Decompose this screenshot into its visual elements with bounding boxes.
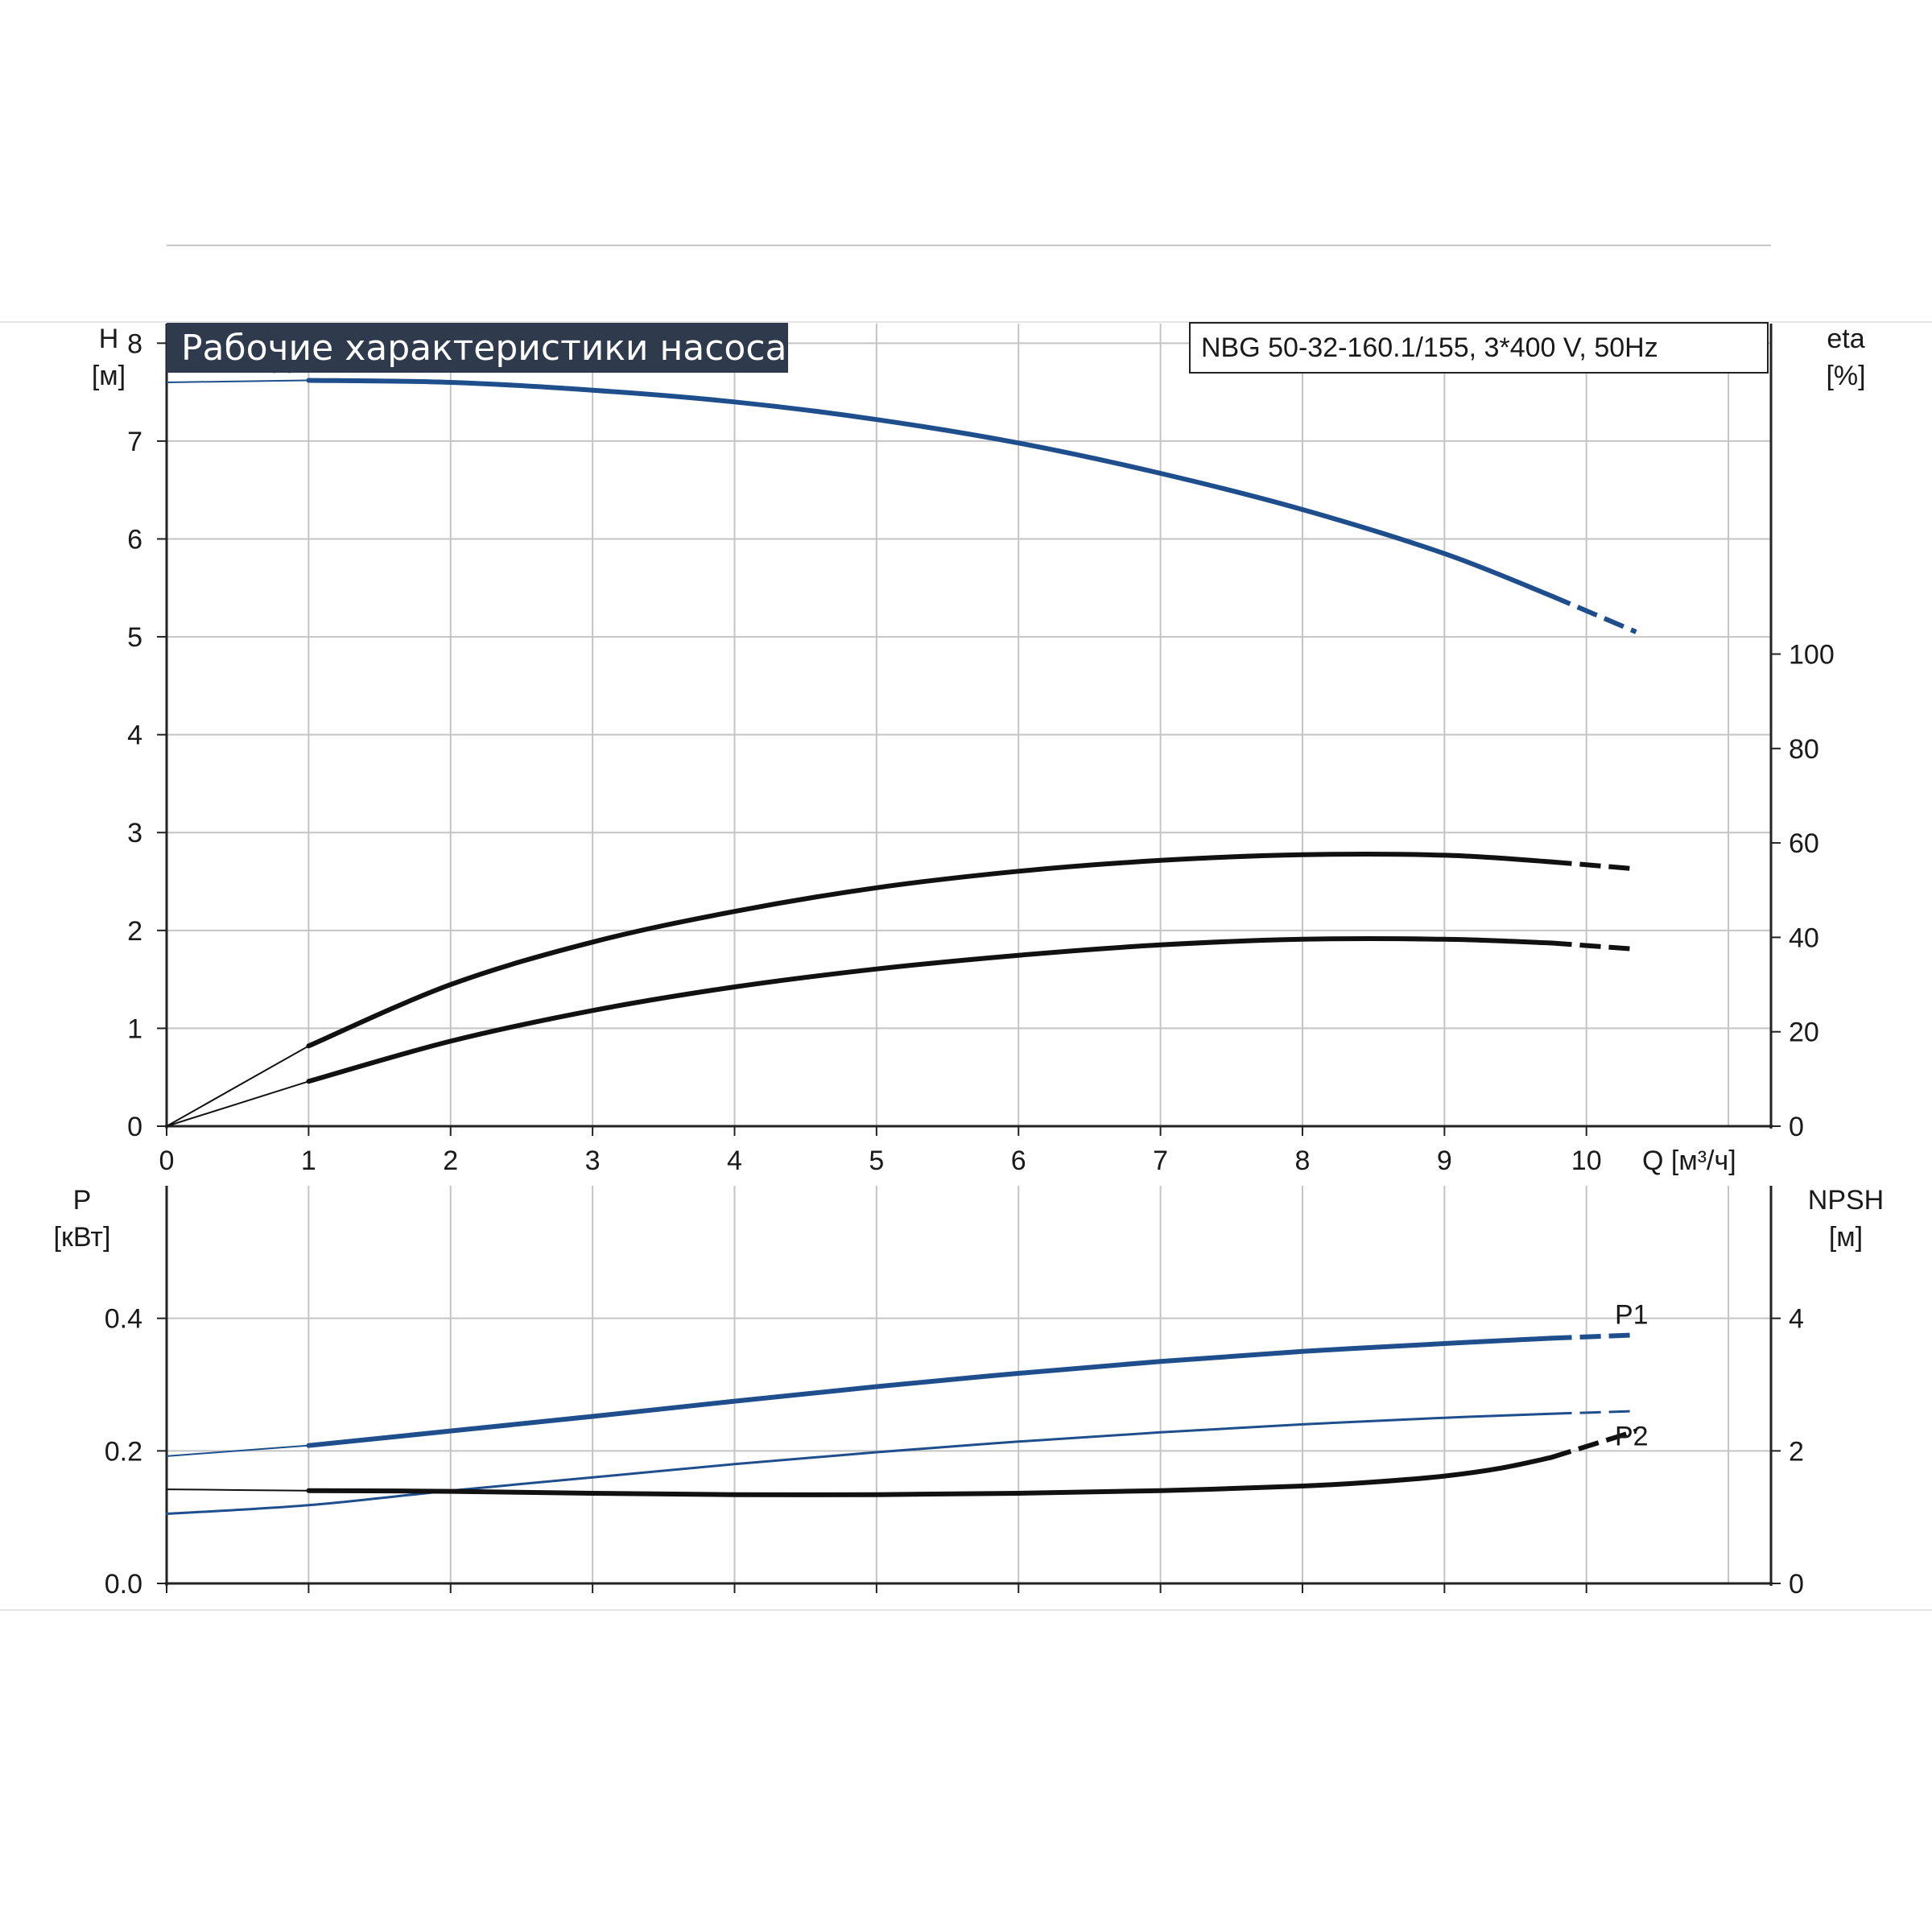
y-tick-label-left: 0.4 xyxy=(105,1304,142,1335)
y-axis-label-right: NPSH xyxy=(1808,1185,1884,1216)
chart-title: Рабочие характеристики насоса xyxy=(181,328,786,369)
x-tick-label: 0 xyxy=(159,1146,175,1176)
series-line xyxy=(306,936,1554,1084)
x-tick-label: 8 xyxy=(1295,1146,1311,1176)
y-tick-label-left: 0.2 xyxy=(105,1436,142,1467)
y-axis-label-right: [м] xyxy=(1829,1222,1863,1253)
x-tick-label: 7 xyxy=(1153,1146,1168,1176)
y-tick-label-left: 4 xyxy=(127,720,142,751)
x-tick-label: 9 xyxy=(1437,1146,1452,1176)
x-tick-label: 1 xyxy=(301,1146,316,1176)
series-line xyxy=(306,378,1554,598)
y-axis-label-right: eta xyxy=(1827,324,1864,354)
y-axis-label-left: H xyxy=(99,324,119,354)
top-rule xyxy=(0,321,1932,323)
y-tick-label-left: 6 xyxy=(127,524,142,555)
y-tick-label-right: 4 xyxy=(1789,1304,1804,1335)
series-line-thin xyxy=(166,1045,309,1127)
series-line-thin xyxy=(166,1444,309,1457)
y-tick-label-right: 2 xyxy=(1789,1436,1804,1467)
y-tick-label-left: 5 xyxy=(127,622,142,653)
y-axis-label-left: P xyxy=(73,1185,92,1216)
series-line-dashed xyxy=(1550,1332,1637,1341)
title-background xyxy=(167,323,788,373)
y-tick-label-left: 7 xyxy=(127,427,142,457)
series-line xyxy=(306,852,1554,1049)
series-line xyxy=(306,1455,1554,1497)
model-box: NBG 50-32-160.1/155, 3*400 V, 50Hz xyxy=(1189,322,1769,374)
model-label: NBG 50-32-160.1/155, 3*400 V, 50Hz xyxy=(1201,332,1658,363)
series-line-dashed xyxy=(1550,1410,1637,1415)
series-line-dashed xyxy=(1550,859,1637,872)
x-tick-label: 4 xyxy=(727,1146,742,1176)
x-tick-label: 2 xyxy=(443,1146,458,1176)
series-label: P2 xyxy=(1615,1422,1649,1452)
series-line-dashed xyxy=(1550,1428,1637,1460)
series-line-dashed xyxy=(1550,940,1637,952)
y-tick-label-right: 60 xyxy=(1789,828,1819,859)
series-line-dashed xyxy=(1550,593,1637,634)
series-line-thin xyxy=(166,379,309,383)
y-tick-label-left: 0.0 xyxy=(105,1569,142,1600)
x-tick-label: 3 xyxy=(585,1146,601,1176)
y-tick-label-right: 20 xyxy=(1789,1018,1819,1048)
y-tick-label-right: 40 xyxy=(1789,923,1819,953)
y-tick-label-left: 2 xyxy=(127,916,142,947)
x-axis-label: Q [м³/ч] xyxy=(1642,1146,1736,1176)
y-tick-label-right: 0 xyxy=(1789,1112,1804,1142)
series-line xyxy=(306,1335,1554,1448)
y-axis-label-left: [кВт] xyxy=(54,1222,111,1253)
y-tick-label-left: 1 xyxy=(127,1013,142,1044)
bottom-rule xyxy=(0,1609,1932,1611)
x-tick-label: 6 xyxy=(1011,1146,1026,1176)
title-banner: Рабочие характеристики насоса xyxy=(167,323,788,373)
y-tick-label-left: 3 xyxy=(127,818,142,848)
y-tick-label-left: 8 xyxy=(127,328,142,359)
y-tick-label-right: 0 xyxy=(1789,1569,1804,1600)
x-tick-label: 10 xyxy=(1571,1146,1602,1176)
series-line-thin xyxy=(166,1080,309,1127)
y-tick-label-right: 80 xyxy=(1789,734,1819,765)
y-tick-label-right: 100 xyxy=(1789,640,1835,671)
power-npsh-chart: 0.0 0.2 0.4 0 2 4 P [кВт] NPSH [м] P1 P2 xyxy=(54,1185,1885,1600)
y-axis-label-left: [м] xyxy=(92,361,126,391)
y-tick-label-left: 0 xyxy=(127,1112,142,1142)
model-box-frame xyxy=(1189,322,1769,374)
x-tick-label: 5 xyxy=(869,1146,884,1176)
y-axis-label-right: [%] xyxy=(1826,361,1865,391)
series-label: P1 xyxy=(1615,1299,1649,1330)
series-line-thin xyxy=(166,1488,309,1492)
series-line xyxy=(165,1412,1553,1515)
